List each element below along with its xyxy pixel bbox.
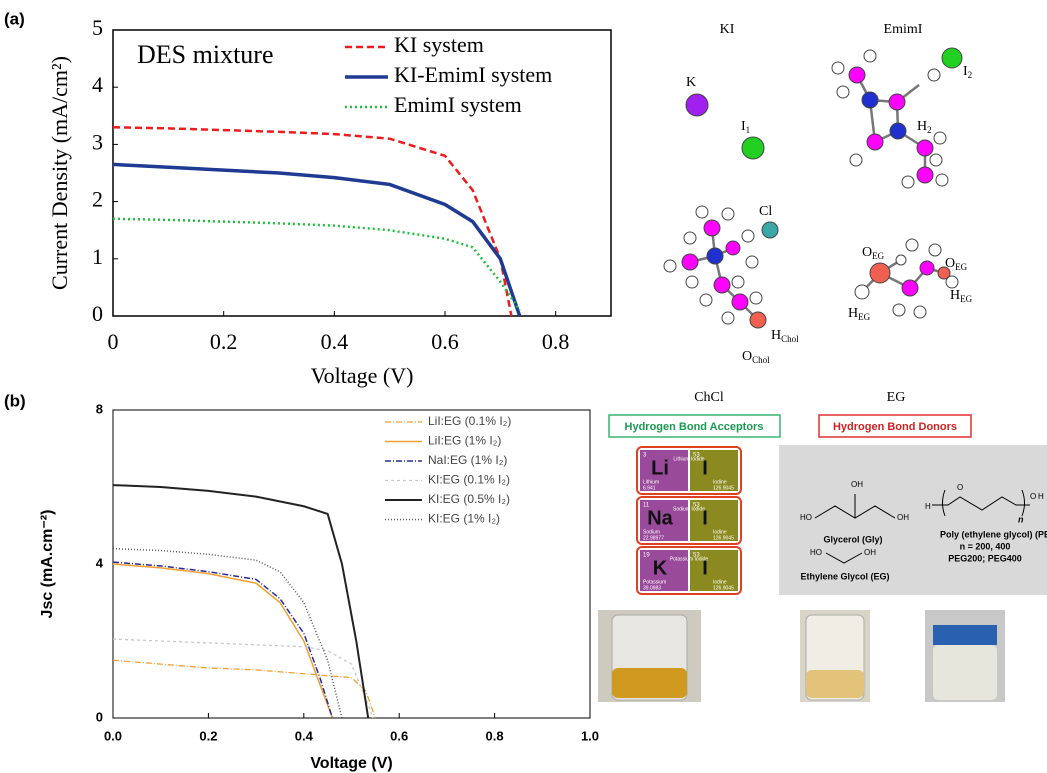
element-symbol: I (702, 457, 708, 479)
y-tick-label: 2 (92, 187, 103, 212)
group-label: KI (720, 22, 735, 37)
annotation: DES mixture (137, 40, 274, 69)
y-tick-label: 0 (92, 301, 103, 326)
element-symbol: Na (647, 507, 673, 529)
x-tick-label: 0.8 (542, 329, 570, 354)
y-tick-label: 4 (96, 555, 104, 570)
photo (806, 670, 864, 698)
figure: (a) (b) KI EmimI ChCl EG (0, 0, 1047, 773)
y-tick-label: 5 (92, 15, 103, 40)
element-mass: 39.0983 (643, 585, 661, 591)
x-tick-label: 0.8 (486, 728, 504, 743)
x-tick-label: 0.2 (199, 728, 217, 743)
donor-note: PEG200; PEG400 (948, 553, 1022, 563)
y-tick-label: 8 (96, 401, 103, 416)
atom (742, 137, 764, 159)
legend-label: NaI:EG (1% I₂) (428, 453, 507, 467)
element-mass: 126.9045 (713, 485, 734, 491)
atom (942, 48, 962, 68)
x-axis-label: Voltage (V) (311, 363, 414, 388)
structure-label: O (957, 483, 963, 492)
atomic-number: 19 (643, 553, 650, 559)
salt-name: Lithium Iodide (673, 456, 704, 462)
structure-label: H (925, 502, 931, 511)
y-tick-label: 0 (96, 709, 103, 724)
y-tick-label: 3 (92, 129, 103, 154)
donor-name: Poly (ethylene glycol) (PEG (940, 529, 1047, 539)
acceptors-title: Hydrogen Bond Acceptors (625, 421, 764, 433)
atomic-number: 53 (693, 453, 700, 459)
structure-label: OH (897, 513, 909, 522)
element-symbol: I (702, 507, 708, 529)
legend-label: EmimI system (394, 92, 522, 117)
x-tick-label: 0 (108, 329, 119, 354)
legend-label: KI-EmimI system (394, 62, 552, 87)
group-label: EmimI (884, 22, 923, 37)
x-tick-label: 0.2 (210, 329, 238, 354)
x-tick-label: 0.6 (431, 329, 459, 354)
x-tick-label: 0.4 (321, 329, 349, 354)
x-tick-label: 0.4 (295, 728, 314, 743)
atom-label: Cl (759, 204, 772, 219)
atomic-number: 53 (693, 553, 700, 559)
hbond-panel: Hydrogen Bond Acceptors Hydrogen Bond Do… (598, 415, 1047, 702)
group-label: EG (887, 390, 906, 405)
x-tick-label: 0.0 (104, 728, 122, 743)
legend-label: LiI:EG (0.1% I₂) (428, 414, 511, 428)
x-tick-label: 0.6 (390, 728, 408, 743)
y-tick-label: 1 (92, 244, 103, 269)
atom (686, 94, 708, 116)
salt-name: Sodium Iodide (673, 506, 705, 512)
structure-label: OH (851, 480, 863, 489)
donors-title: Hydrogen Bond Donors (833, 421, 957, 433)
element-mass: 126.9045 (713, 585, 734, 591)
structure-label: HO (810, 548, 822, 557)
atomic-number: 53 (693, 503, 700, 509)
structure-label: H (1038, 492, 1044, 501)
y-axis-label: Jsc (mA.cm⁻²) (39, 510, 56, 619)
structure-label: O (1030, 492, 1036, 501)
group-label: ChCl (694, 390, 724, 405)
x-tick-label: 1.0 (581, 728, 599, 743)
structure-label: HO (800, 513, 812, 522)
element-symbol: Li (651, 457, 669, 479)
background (0, 0, 1047, 773)
structure-label: OH (864, 548, 876, 557)
photo (933, 645, 997, 700)
atom-label: K (686, 75, 696, 90)
element-symbol: I (702, 557, 708, 579)
donor-note: n = 200, 400 (960, 541, 1011, 551)
element-mass: 22.98977 (643, 535, 664, 541)
legend-label: KI:EG (0.5% I₂) (428, 492, 510, 506)
photo (612, 668, 687, 698)
y-axis-label: Current Density (mA/cm²) (47, 56, 72, 290)
y-tick-label: 4 (92, 72, 103, 97)
panel-label: (a) (4, 9, 25, 28)
element-symbol: K (653, 557, 668, 579)
photo (933, 625, 997, 645)
legend-label: KI system (394, 32, 484, 57)
legend-label: KI:EG (0.1% I₂) (428, 473, 510, 487)
element-mass: 6.941 (643, 485, 656, 491)
legend-label: KI:EG (1% I₂) (428, 512, 500, 526)
donor-name: Ethylene Glycol (EG) (800, 571, 889, 581)
element-mass: 126.9045 (713, 535, 734, 541)
structure-label: n (1018, 514, 1024, 524)
atom (762, 222, 778, 238)
x-axis-label: Voltage (V) (310, 755, 392, 772)
donor-name: Glycerol (Gly) (823, 534, 882, 544)
panel-label: (b) (4, 391, 26, 410)
legend-label: LiI:EG (1% I₂) (428, 434, 501, 448)
